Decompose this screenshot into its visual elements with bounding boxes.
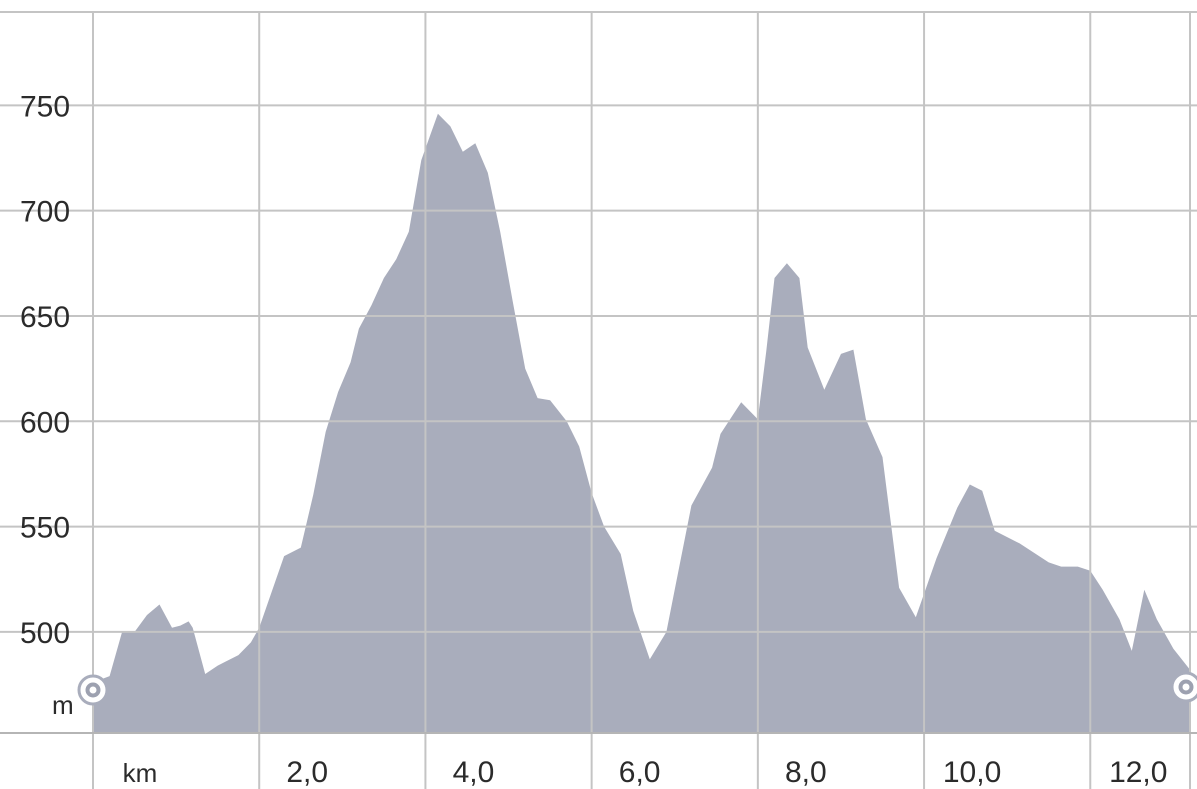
x-tick-label: 12,0: [1109, 756, 1167, 789]
x-tick-label: 2,0: [286, 756, 328, 789]
x-tick-label: 10,0: [943, 756, 1001, 789]
y-tick-label: 700: [20, 196, 70, 229]
y-unit-label: m: [52, 690, 74, 720]
x-tick-label: 8,0: [785, 756, 827, 789]
x-tick-label: 4,0: [453, 756, 495, 789]
y-tick-label: 500: [20, 617, 70, 650]
x-tick-label: 6,0: [619, 756, 661, 789]
y-tick-label: 600: [20, 406, 70, 439]
end-marker: [1172, 673, 1197, 701]
elevation-area: [93, 114, 1190, 733]
y-tick-label: 650: [20, 301, 70, 334]
end-marker-dot: [1181, 682, 1192, 693]
start-marker-dot: [88, 685, 99, 696]
start-marker: [79, 676, 107, 704]
y-tick-label: 550: [20, 512, 70, 545]
x-unit-label: km: [123, 758, 158, 788]
y-tick-label: 750: [20, 90, 70, 123]
area-layer: [93, 114, 1190, 733]
